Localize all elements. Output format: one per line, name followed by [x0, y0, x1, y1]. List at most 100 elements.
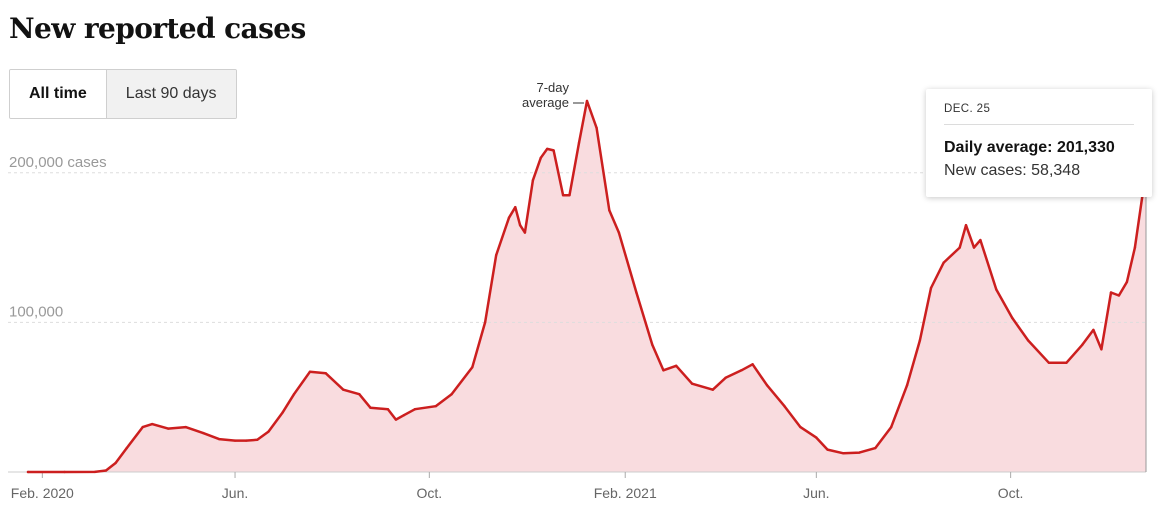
data-point-68 [942, 261, 945, 264]
data-point-29 [471, 366, 474, 369]
data-point-78 [1081, 343, 1084, 346]
data-point-60 [826, 448, 829, 451]
data-point-14 [256, 438, 259, 441]
data-point-39 [552, 149, 555, 152]
data-point-84 [1133, 246, 1137, 249]
data-point-80 [1100, 348, 1103, 351]
data-point-6 [141, 425, 144, 429]
data-point-53 [724, 376, 727, 379]
data-point-4 [114, 461, 117, 465]
data-point-27 [434, 405, 437, 408]
data-point-79 [1092, 328, 1095, 332]
x-tick-label-2: Oct. [416, 485, 442, 501]
data-point-65 [905, 384, 909, 387]
annotation-text-0: 7-day [536, 80, 569, 95]
data-point-30 [483, 321, 487, 324]
data-point-57 [783, 405, 786, 408]
data-point-44 [595, 126, 598, 130]
time-range-toggle: All time Last 90 days [9, 69, 237, 119]
tooltip-average-label: Daily average: [944, 139, 1053, 156]
data-point-2 [93, 470, 97, 474]
data-point-22 [369, 406, 372, 409]
data-point-50 [675, 364, 678, 367]
data-point-55 [751, 363, 754, 366]
data-point-45 [608, 209, 611, 212]
data-point-42 [577, 141, 581, 145]
data-point-61 [842, 452, 845, 455]
data-point-23 [386, 408, 390, 411]
data-point-62 [858, 451, 861, 454]
data-point-24 [394, 418, 398, 421]
area-fill [28, 101, 1146, 472]
data-point-43 [585, 99, 589, 103]
data-point-49 [662, 369, 665, 372]
data-point-58 [799, 425, 802, 429]
data-point-13 [245, 439, 248, 442]
data-point-74 [1011, 316, 1014, 320]
data-point-28 [450, 393, 453, 396]
data-point-7 [151, 422, 154, 426]
data-point-71 [972, 246, 976, 249]
data-point-70 [964, 224, 968, 227]
tooltip-new-cases: New cases: 58,348 [944, 162, 1134, 180]
data-point-26 [413, 408, 417, 411]
data-point-41 [568, 194, 571, 197]
y-tick-label-0: 100,000 [9, 303, 63, 320]
x-tick-label-1: Jun. [222, 485, 248, 501]
data-point-33 [514, 206, 517, 209]
data-point-47 [635, 291, 638, 294]
tooltip-date: DEC. 25 [944, 103, 1134, 125]
data-point-35 [523, 231, 527, 234]
all-time-button[interactable]: All time [10, 70, 106, 118]
data-point-17 [292, 393, 296, 396]
data-point-16 [281, 411, 284, 414]
last-90-days-button[interactable]: Last 90 days [105, 70, 236, 118]
data-point-15 [267, 430, 270, 433]
data-point-3 [104, 469, 108, 472]
data-point-75 [1026, 339, 1030, 342]
data-point-36 [531, 179, 535, 182]
data-point-54 [740, 369, 743, 372]
data-point-20 [342, 388, 345, 391]
data-point-69 [958, 246, 961, 249]
data-point-5 [125, 446, 128, 450]
data-point-32 [507, 216, 511, 219]
data-point-40 [561, 194, 565, 197]
data-point-19 [324, 372, 327, 375]
data-point-11 [217, 437, 221, 441]
data-point-18 [308, 370, 312, 373]
data-point-73 [995, 288, 998, 291]
data-point-9 [184, 425, 187, 429]
data-point-8 [166, 427, 170, 430]
data-point-46 [617, 231, 621, 234]
data-point-59 [815, 436, 818, 439]
page-title: New reported cases [9, 12, 306, 45]
tooltip-daily-average: Daily average: 201,330 [944, 139, 1134, 157]
data-point-51 [690, 382, 694, 385]
x-tick-label-5: Oct. [998, 485, 1024, 501]
data-point-38 [546, 147, 549, 151]
data-point-48 [651, 343, 654, 346]
data-point-77 [1065, 361, 1068, 364]
data-point-83 [1125, 280, 1129, 284]
tooltip-average-value: 201,330 [1056, 139, 1115, 156]
annotation-text-1: average [522, 95, 569, 110]
hover-tooltip: DEC. 25 Daily average: 201,330 New cases… [926, 89, 1152, 197]
data-point-52 [711, 388, 714, 391]
data-point-12 [233, 439, 237, 442]
x-tick-label-4: Jun. [803, 485, 829, 501]
data-point-64 [890, 425, 893, 429]
data-point-21 [358, 393, 361, 396]
data-point-67 [929, 286, 933, 290]
data-point-31 [495, 253, 498, 257]
data-point-72 [979, 238, 982, 242]
x-tick-label-0: Feb. 2020 [11, 485, 74, 501]
data-point-10 [202, 431, 205, 435]
data-point-76 [1047, 361, 1051, 364]
x-tick-label-3: Feb. 2021 [594, 485, 657, 501]
data-point-56 [765, 384, 769, 387]
data-point-63 [874, 446, 877, 450]
data-point-1 [63, 470, 66, 474]
data-point-25 [402, 414, 406, 417]
